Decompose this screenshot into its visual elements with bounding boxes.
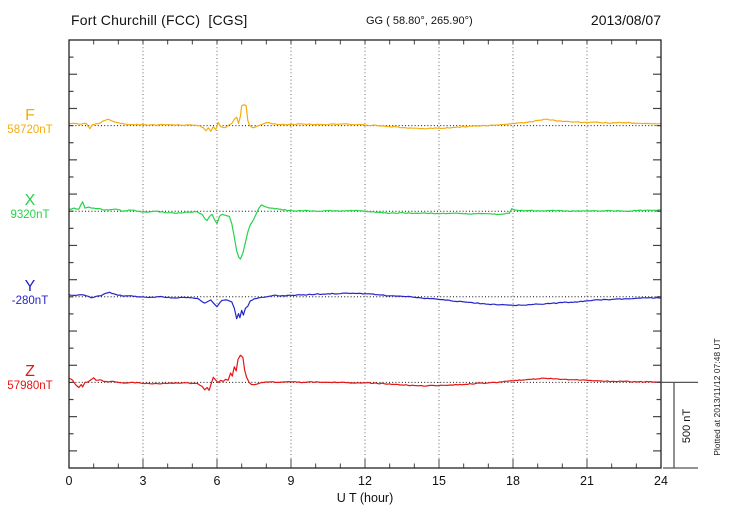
channel-baseline-F: 58720nT bbox=[7, 123, 53, 136]
x-tick-label-3: 3 bbox=[139, 474, 147, 488]
scale-bar-label: 500 nT bbox=[681, 408, 693, 444]
x-tick-label-12: 12 bbox=[358, 474, 372, 488]
x-tick-label-15: 15 bbox=[432, 474, 446, 488]
x-tick-label-0: 0 bbox=[65, 474, 73, 488]
x-tick-label-18: 18 bbox=[506, 474, 520, 488]
channel-letter-F: F bbox=[25, 106, 35, 124]
channel-letter-Z: Z bbox=[25, 363, 35, 381]
channel-baseline-Y: -280nT bbox=[11, 294, 49, 307]
station-title: Fort Churchill (FCC) [CGS] bbox=[71, 12, 248, 28]
x-axis-tick-labels: 0 3 6 9 12 15 18 21 24 bbox=[0, 474, 730, 490]
trace-Z bbox=[68, 354, 662, 391]
x-tick-label-21: 21 bbox=[580, 474, 594, 488]
channel-baseline-X: 9320nT bbox=[10, 209, 50, 222]
channel-label-X: X 9320nT bbox=[0, 192, 66, 222]
x-tick-label-24: 24 bbox=[654, 474, 668, 488]
x-axis-title: U T (hour) bbox=[336, 491, 394, 505]
channel-baseline-Z: 57980nT bbox=[7, 380, 53, 393]
channel-letter-X: X bbox=[24, 192, 36, 210]
channel-letter-Y: Y bbox=[24, 277, 36, 295]
geographic-coordinates: GG ( 58.80°, 265.90°) bbox=[366, 15, 473, 27]
plot-frame bbox=[68, 39, 662, 469]
trace-Y bbox=[68, 291, 662, 320]
channel-label-Z: Z 57980nT bbox=[0, 363, 66, 393]
channel-label-Y: Y -280nT bbox=[0, 278, 66, 308]
trace-F bbox=[68, 104, 662, 132]
plotted-at-note: Plotted at 2013/11/12 07:48 UT bbox=[712, 338, 722, 456]
plot-date: 2013/08/07 bbox=[590, 12, 661, 28]
x-tick-label-6: 6 bbox=[213, 474, 221, 488]
x-tick-label-9: 9 bbox=[287, 474, 295, 488]
channel-label-F: F 58720nT bbox=[0, 107, 66, 137]
trace-X bbox=[68, 201, 662, 260]
